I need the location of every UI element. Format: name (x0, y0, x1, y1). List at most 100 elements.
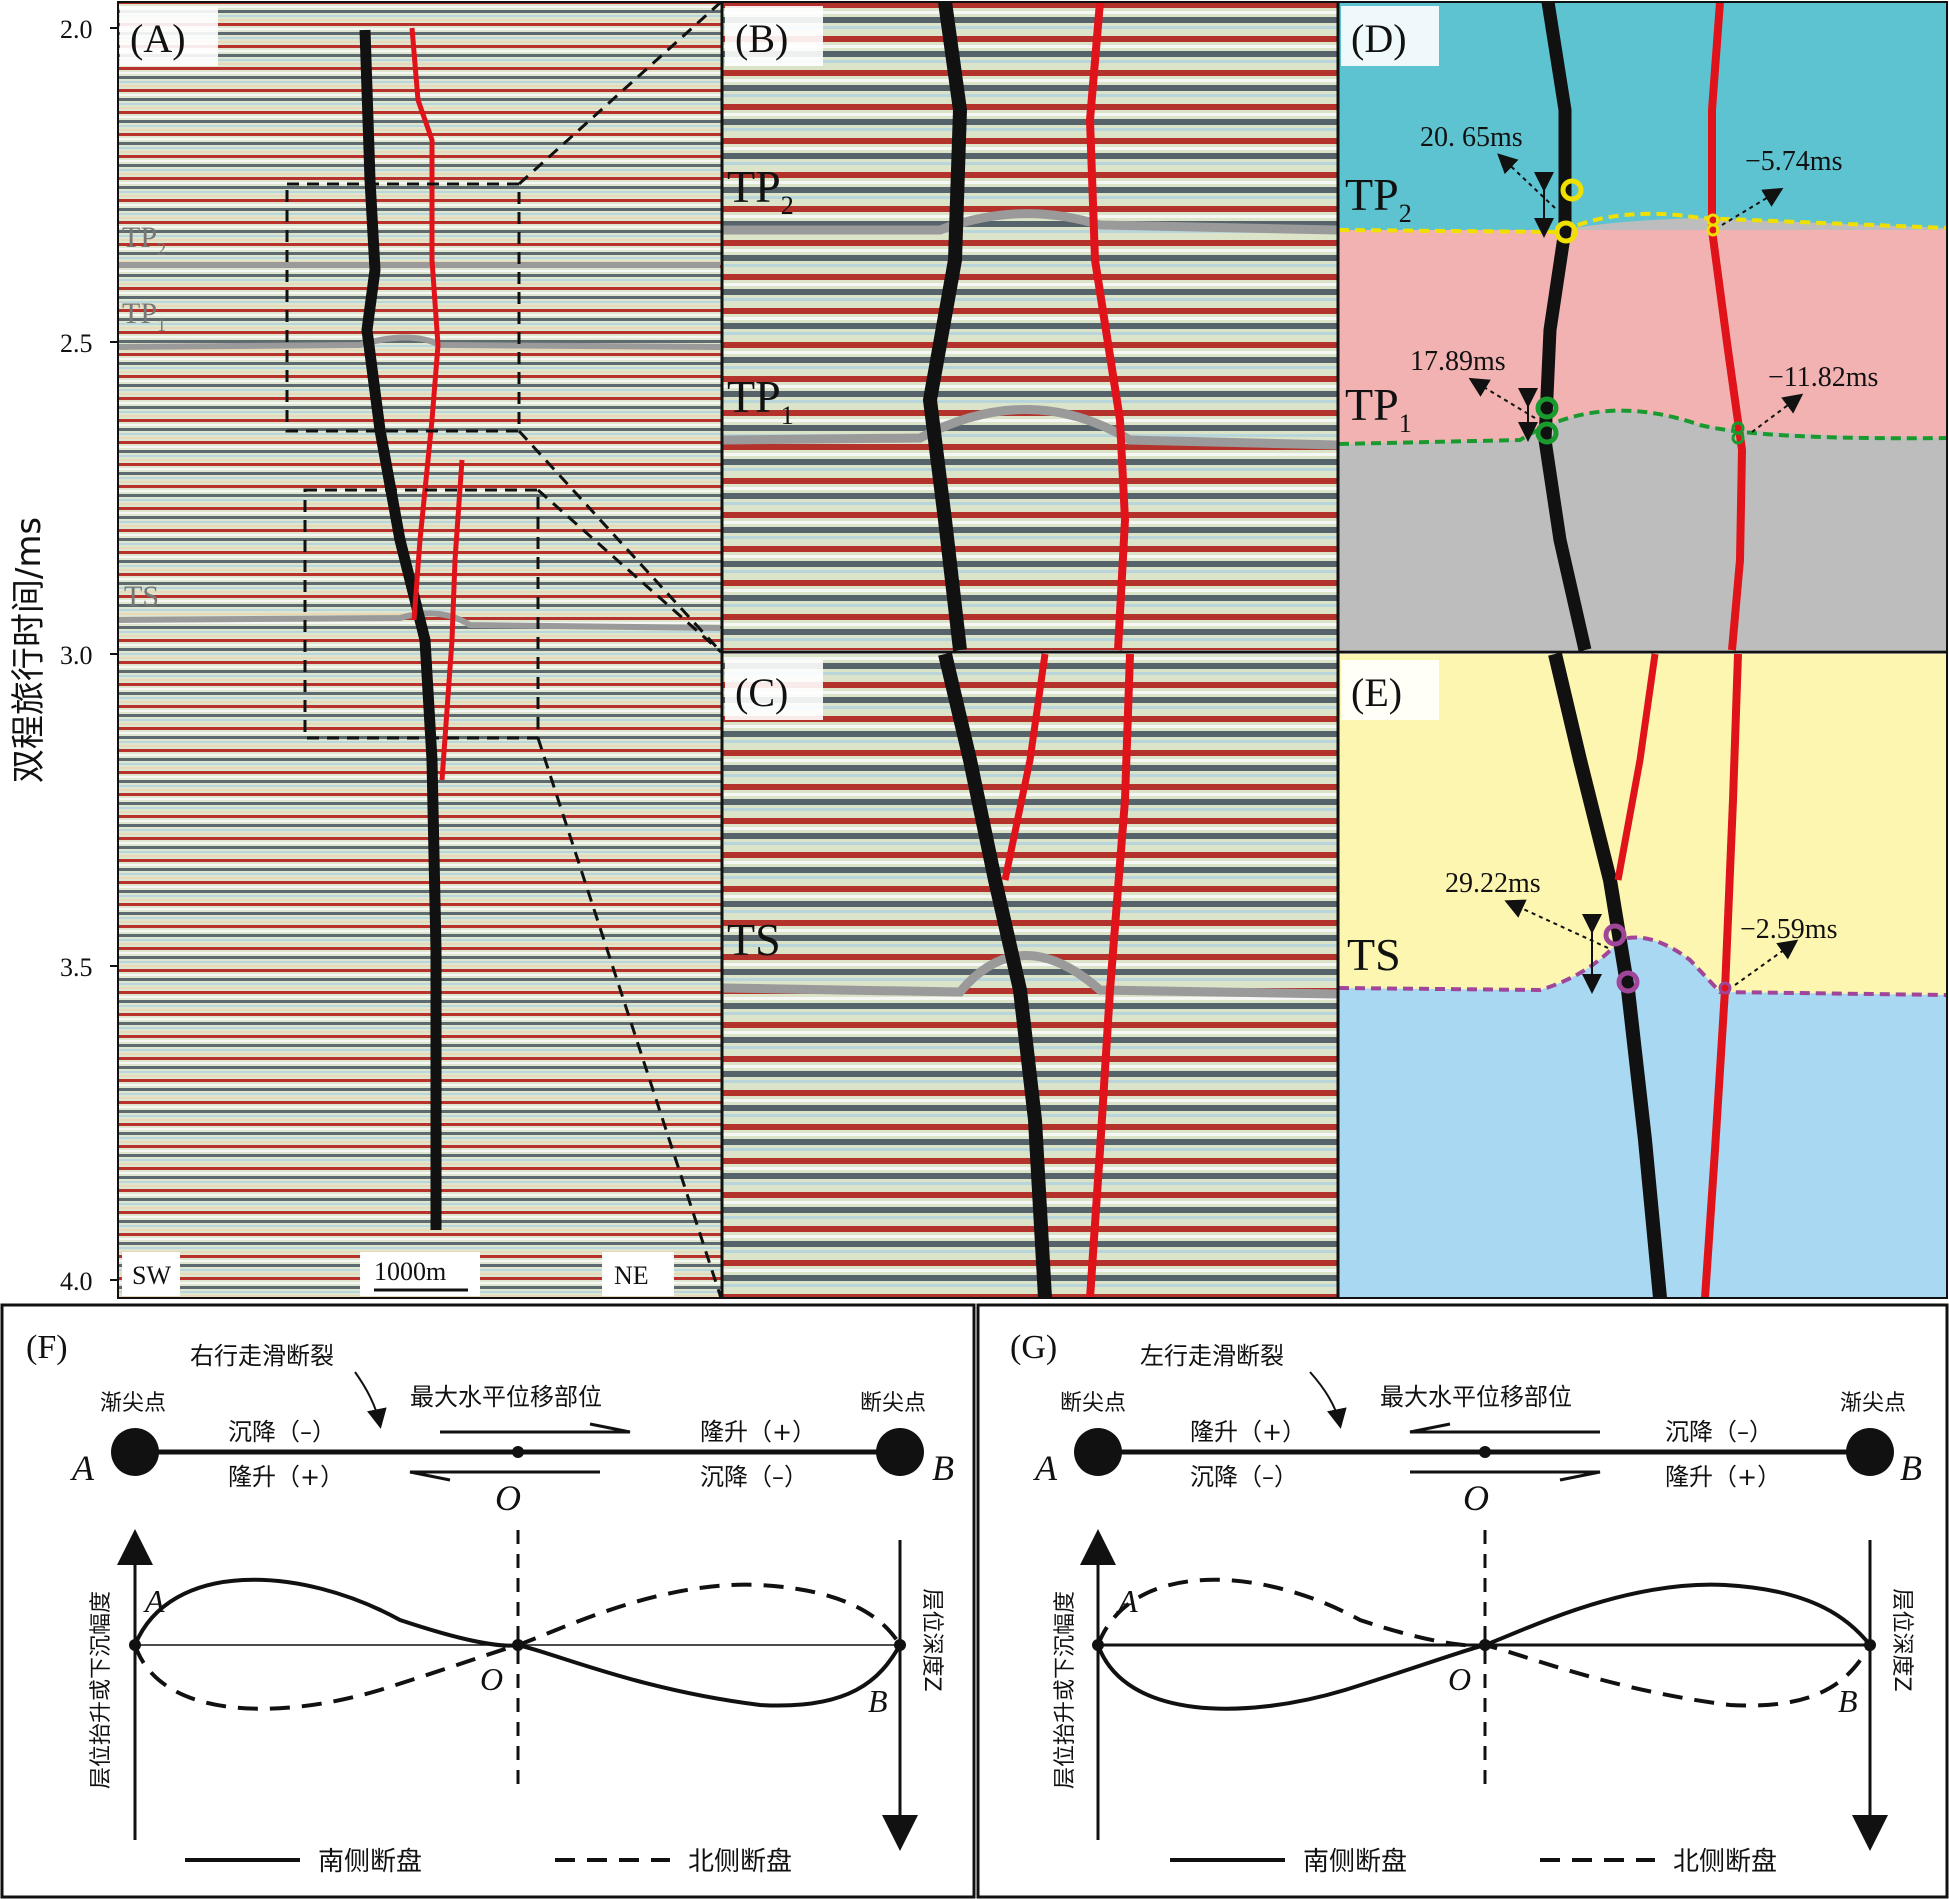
legend-solid-f: 南侧断盘 (318, 1847, 422, 1877)
legend-dashed-g: 北侧断盘 (1673, 1847, 1777, 1877)
red-fault-d (1708, 1, 1747, 651)
red-fault-c (1086, 653, 1134, 1299)
panel-d: 20. 65ms −5.74ms 17.89ms −11.82ms TP2 TP… (1338, 0, 1948, 652)
y-tick-label: 2.0 (60, 15, 93, 44)
curve-o-f: O (480, 1661, 503, 1697)
y-axis-title-g: 层位抬升或下沉幅度 (1053, 1591, 1078, 1789)
tp2-marker-lower (1554, 220, 1578, 244)
tp2-label-d: TP2 (1345, 169, 1412, 228)
main-fault-d (1538, 0, 1592, 652)
panel-b: (B) TP2 TP1 (722, 1, 1338, 651)
z-axis-title-f: 层位深度Z (919, 1588, 944, 1691)
label-b-f: B (932, 1448, 954, 1488)
annotation-tp2-red: −5.74ms (1745, 146, 1842, 177)
max-disp-f: 最大水平位移部位 (410, 1383, 602, 1411)
y-tick-label: 4.0 (60, 1267, 93, 1296)
branch-fault-a-lower (439, 459, 465, 781)
upper-left-f: 沉降（–） (228, 1418, 336, 1446)
curve-b-f: B (868, 1683, 888, 1719)
branch-fault-e (1614, 653, 1659, 881)
panel-c: (C) TS (722, 652, 1338, 1299)
seismic-section-b (723, 2, 1337, 650)
annotation-tp2-black: 20. 65ms (1420, 122, 1523, 153)
fault-type-g: 左行走滑断裂 (1140, 1342, 1284, 1370)
red-fault-e (1701, 653, 1742, 1299)
panel-f: (F) 右行走滑断裂 最大水平位移部位 渐尖点 断尖点 沉降（–） 隆升（+） … (0, 1303, 976, 1899)
main-fault-e (1548, 652, 1667, 1299)
curve-o-g: O (1448, 1661, 1471, 1697)
red-fault-b (1085, 1, 1130, 651)
ts-label-e: TS (1347, 929, 1401, 980)
annotation-tp1-red: −11.82ms (1768, 362, 1878, 393)
scale-bar-label: 1000m (374, 1257, 446, 1286)
legend-dashed-f: 北侧断盘 (688, 1847, 792, 1877)
panel-g: (G) 左行走滑断裂 最大水平位移部位 断尖点 渐尖点 隆升（+） 沉降（–） … (976, 1303, 1949, 1899)
point-a-f (111, 1428, 159, 1476)
main-fault-b (922, 1, 968, 651)
tp2-label-a: TP2 (122, 221, 166, 259)
label-a-f: A (70, 1448, 95, 1488)
upper-right-f: 隆升（+） (700, 1418, 816, 1446)
tp1-label-b: TP1 (727, 371, 794, 430)
panel-c-label: (C) (735, 670, 788, 715)
panel-b-label: (B) (735, 16, 788, 61)
lower-right-g: 隆升（+） (1665, 1463, 1781, 1491)
left-point-f: 渐尖点 (100, 1391, 166, 1416)
y-tick-label: 2.5 (60, 329, 93, 358)
ts-label-c: TS (727, 914, 781, 965)
fault-type-f: 右行走滑断裂 (190, 1342, 334, 1370)
right-point-f: 断尖点 (860, 1391, 926, 1416)
label-o-f: O (495, 1478, 521, 1518)
max-disp-g: 最大水平位移部位 (1380, 1383, 1572, 1411)
tp1-marker-upper (1535, 396, 1559, 420)
legend-solid-g: 南侧断盘 (1303, 1847, 1407, 1877)
y-tick-label: 3.5 (60, 953, 93, 982)
point-b-f (876, 1428, 924, 1476)
main-fault-c (938, 652, 1052, 1299)
branch-fault-c (1001, 653, 1049, 881)
upper-right-g: 沉降（–） (1665, 1418, 1773, 1446)
annotation-ts-red: −2.59ms (1740, 914, 1837, 945)
annotation-ts-black: 29.22ms (1445, 868, 1541, 899)
tp2-label-b: TP2 (727, 161, 794, 220)
lower-left-g: 沉降（–） (1190, 1463, 1298, 1491)
annotation-tp1-black: 17.89ms (1410, 346, 1506, 377)
panel-a: (A) TP2 TP1 TS SW NE 1000m 2.0 2.5 3.0 3… (9, 0, 723, 1299)
label-o-g: O (1463, 1478, 1489, 1518)
label-a-g: A (1033, 1448, 1058, 1488)
y-axis-title-f: 层位抬升或下沉幅度 (89, 1591, 114, 1789)
layer-top-d (1339, 2, 1947, 230)
label-b-g: B (1900, 1448, 1922, 1488)
tp1-marker-lower (1535, 421, 1559, 445)
tp1-label-a: TP1 (122, 297, 166, 335)
ts-label-a: TS (124, 580, 159, 613)
tp2-marker-upper (1560, 178, 1584, 202)
curve-a-f: A (143, 1583, 165, 1619)
point-a-g (1074, 1428, 1122, 1476)
panel-g-label: (G) (1010, 1329, 1057, 1366)
sw-label: SW (132, 1261, 171, 1290)
horizon-ts-c (722, 951, 1338, 999)
panel-e-label: (E) (1351, 670, 1402, 715)
panel-a-label: (A) (130, 16, 186, 61)
lower-left-f: 隆升（+） (228, 1463, 344, 1491)
curve-a-g: A (1116, 1583, 1138, 1619)
upper-left-g: 隆升（+） (1190, 1418, 1306, 1446)
lower-right-f: 沉降（–） (700, 1463, 808, 1491)
left-point-g: 断尖点 (1060, 1391, 1126, 1416)
horizon-tp1-d (1338, 408, 1948, 446)
y-tick-label: 3.0 (60, 641, 93, 670)
ne-label: NE (614, 1261, 649, 1290)
ts-marker-lower (1616, 970, 1640, 994)
branch-fault-a-upper (409, 27, 441, 621)
main-fault-a (359, 29, 442, 1230)
point-b-g (1846, 1428, 1894, 1476)
panel-d-label: (D) (1351, 16, 1407, 61)
horizon-ts-a (117, 610, 721, 631)
panel-e: 29.22ms −2.59ms TS (E) (1338, 652, 1948, 1299)
panel-f-label: (F) (26, 1329, 68, 1366)
y-axis-a: 2.0 2.5 3.0 3.5 4.0 (60, 15, 118, 1296)
curve-b-g: B (1838, 1683, 1858, 1719)
z-axis-title-g: 层位深度Z (1889, 1588, 1914, 1691)
